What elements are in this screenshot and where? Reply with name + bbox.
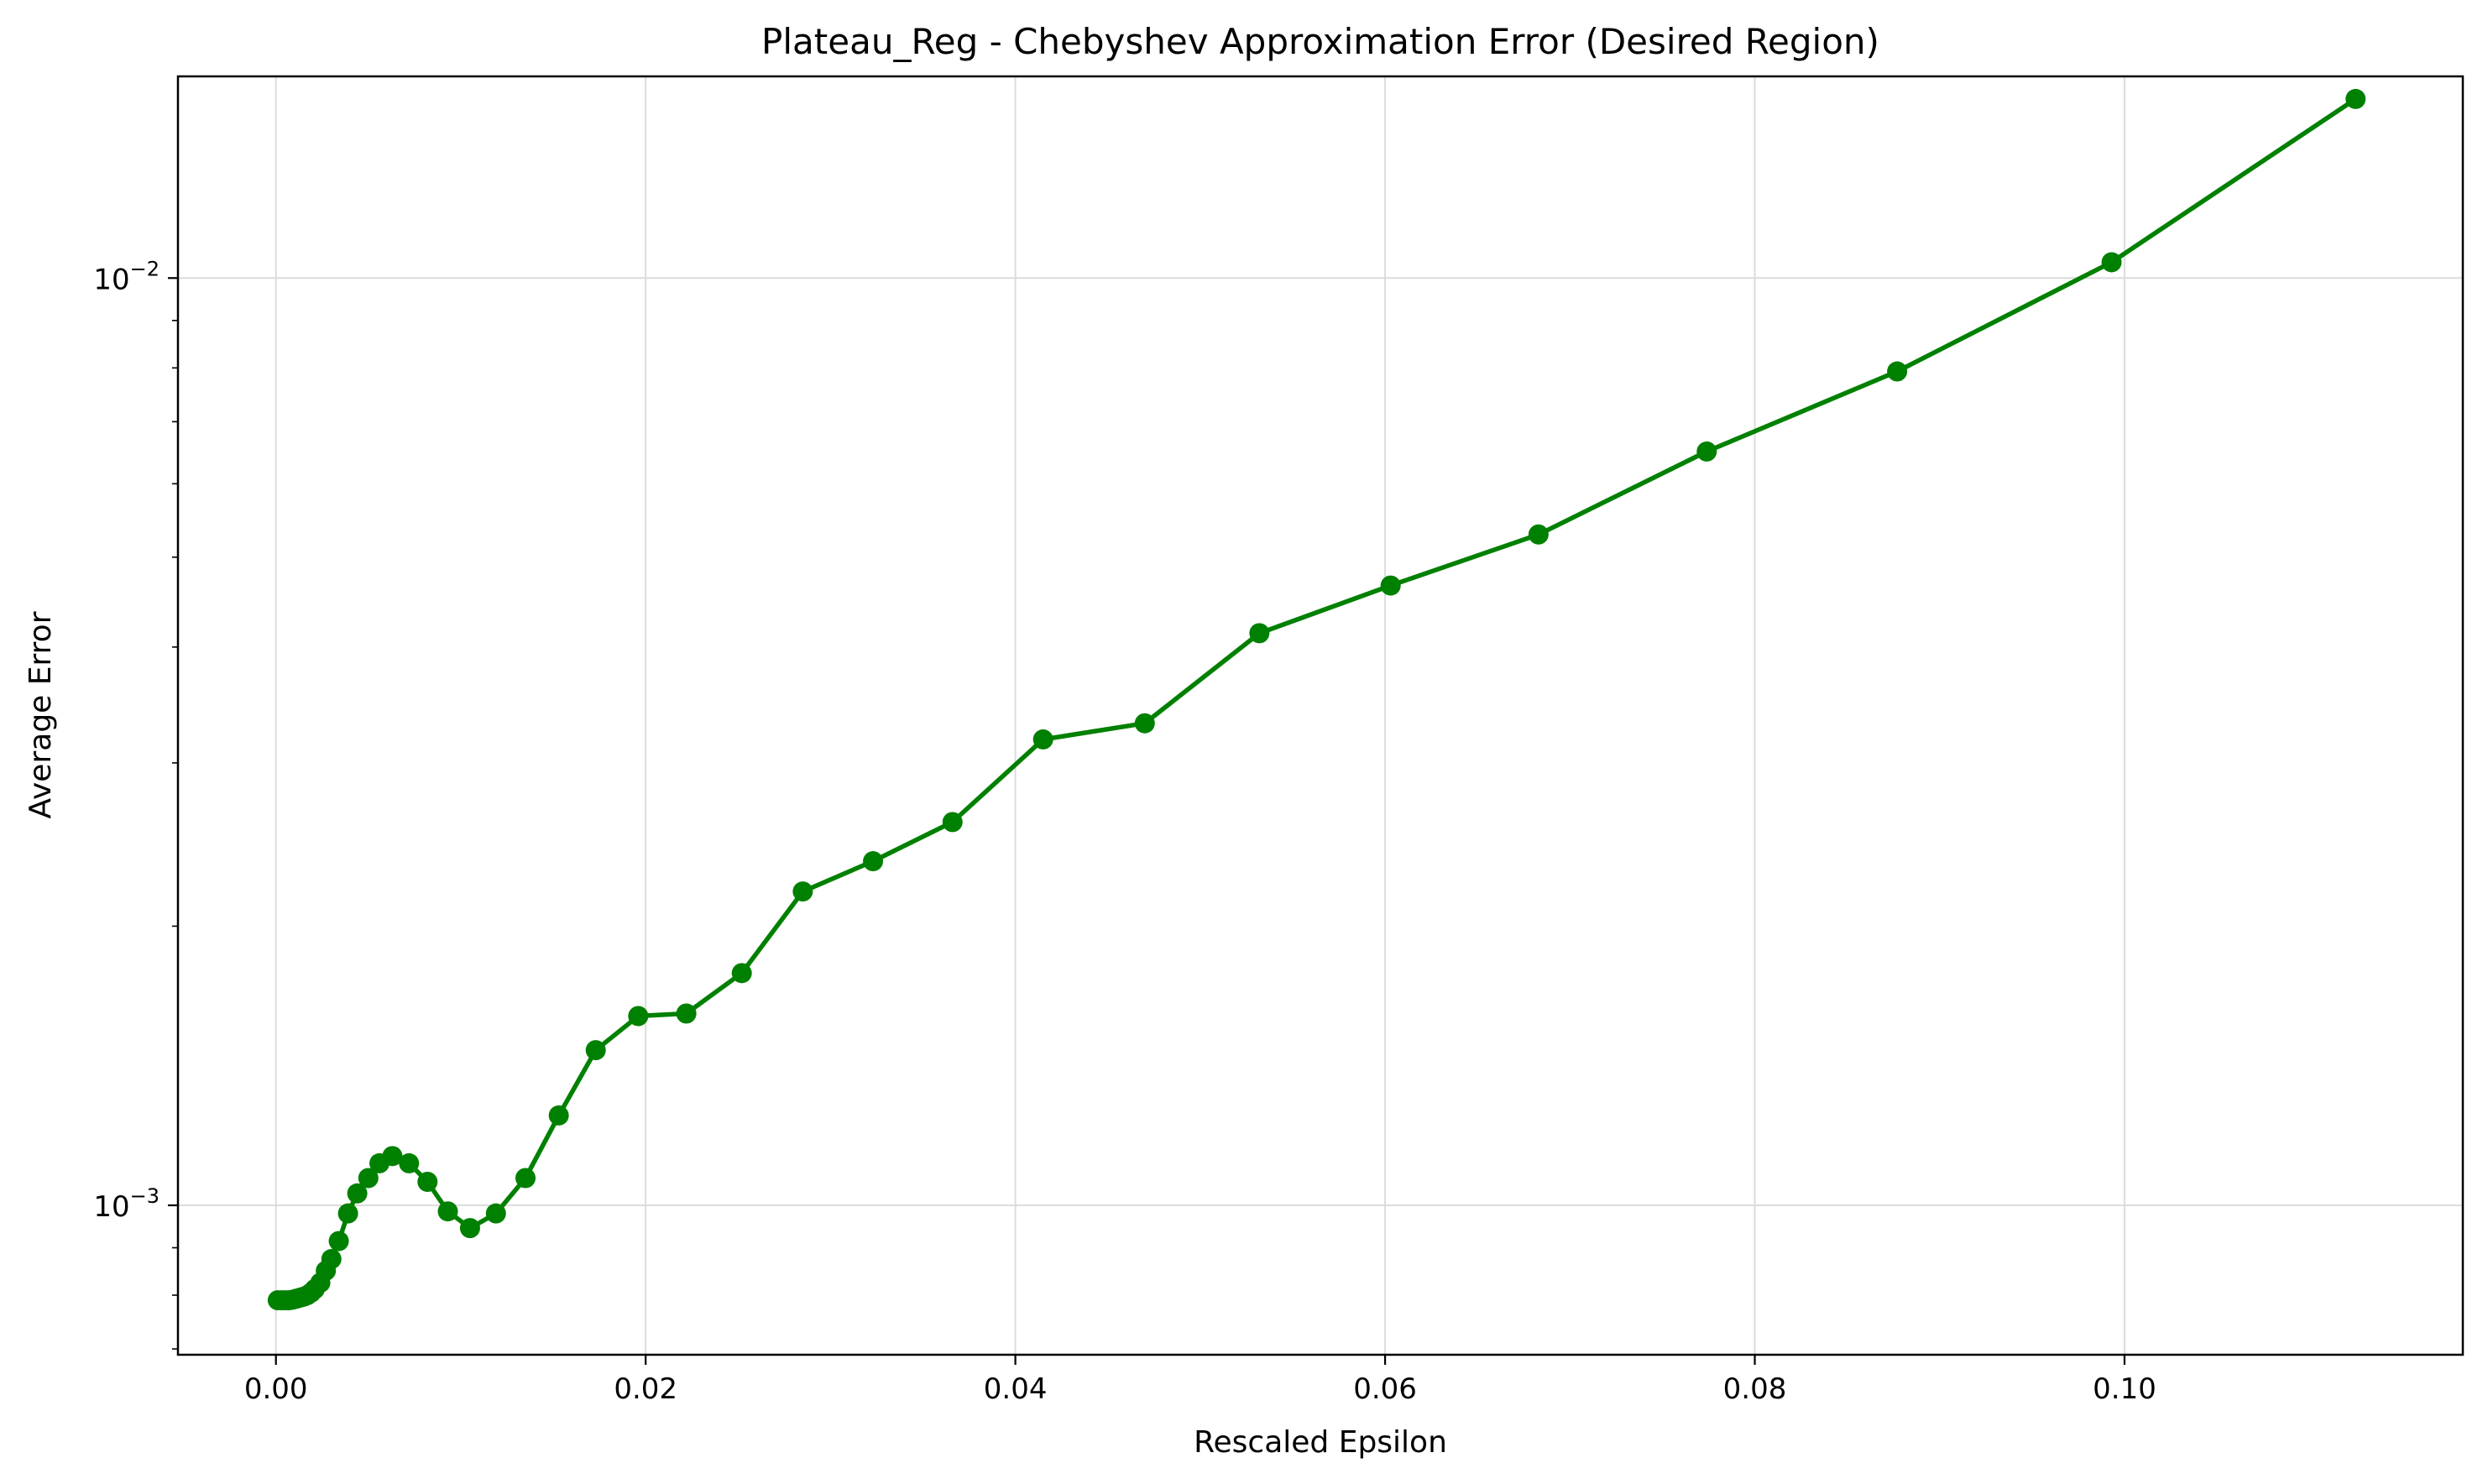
y-axis-label: Average Error xyxy=(24,611,58,818)
y-axis: 10−3 10−2 xyxy=(93,257,178,1350)
data-point xyxy=(1528,524,1549,545)
data-point xyxy=(792,881,813,902)
data-point xyxy=(548,1105,569,1126)
x-tick-label: 0.10 xyxy=(2093,1372,2156,1406)
x-axis: 0.00 0.02 0.04 0.06 0.08 0.10 xyxy=(244,1355,2156,1406)
plot-frame xyxy=(176,75,2464,1356)
data-point xyxy=(1249,623,1270,644)
data-point xyxy=(515,1168,536,1189)
x-tick-label: 0.06 xyxy=(1353,1372,1417,1406)
grid xyxy=(178,76,2463,1355)
data-point xyxy=(347,1183,368,1204)
data-point xyxy=(399,1152,420,1173)
data-point xyxy=(585,1040,606,1061)
y-tick-label: 10−2 xyxy=(93,257,159,296)
data-point xyxy=(417,1172,438,1193)
data-point xyxy=(1696,441,1717,462)
series-layer xyxy=(267,88,2366,1311)
data-point xyxy=(2345,88,2366,109)
data-point xyxy=(485,1203,506,1224)
data-point xyxy=(2101,252,2122,273)
data-point xyxy=(382,1146,403,1167)
data-point xyxy=(942,812,963,833)
x-tick-label: 0.00 xyxy=(244,1372,308,1406)
data-point xyxy=(628,1006,649,1027)
data-point xyxy=(1032,729,1053,750)
x-tick-label: 0.08 xyxy=(1723,1372,1787,1406)
data-point xyxy=(676,1003,697,1024)
data-point xyxy=(437,1201,458,1222)
data-point xyxy=(358,1168,379,1189)
y-tick-label: 10−3 xyxy=(93,1184,159,1224)
data-point xyxy=(337,1203,358,1224)
x-tick-label: 0.04 xyxy=(984,1372,1048,1406)
data-point xyxy=(459,1218,480,1239)
data-point xyxy=(321,1249,342,1270)
data-point xyxy=(731,963,752,984)
data-point xyxy=(1887,361,1908,382)
chart-title: Plateau_Reg - Chebyshev Approximation Er… xyxy=(761,21,1879,62)
data-point xyxy=(863,851,884,872)
data-point xyxy=(1134,713,1155,734)
x-axis-label: Rescaled Epsilon xyxy=(1194,1425,1447,1460)
data-point xyxy=(328,1231,349,1251)
data-point xyxy=(1380,575,1401,596)
x-tick-label: 0.02 xyxy=(614,1372,677,1406)
